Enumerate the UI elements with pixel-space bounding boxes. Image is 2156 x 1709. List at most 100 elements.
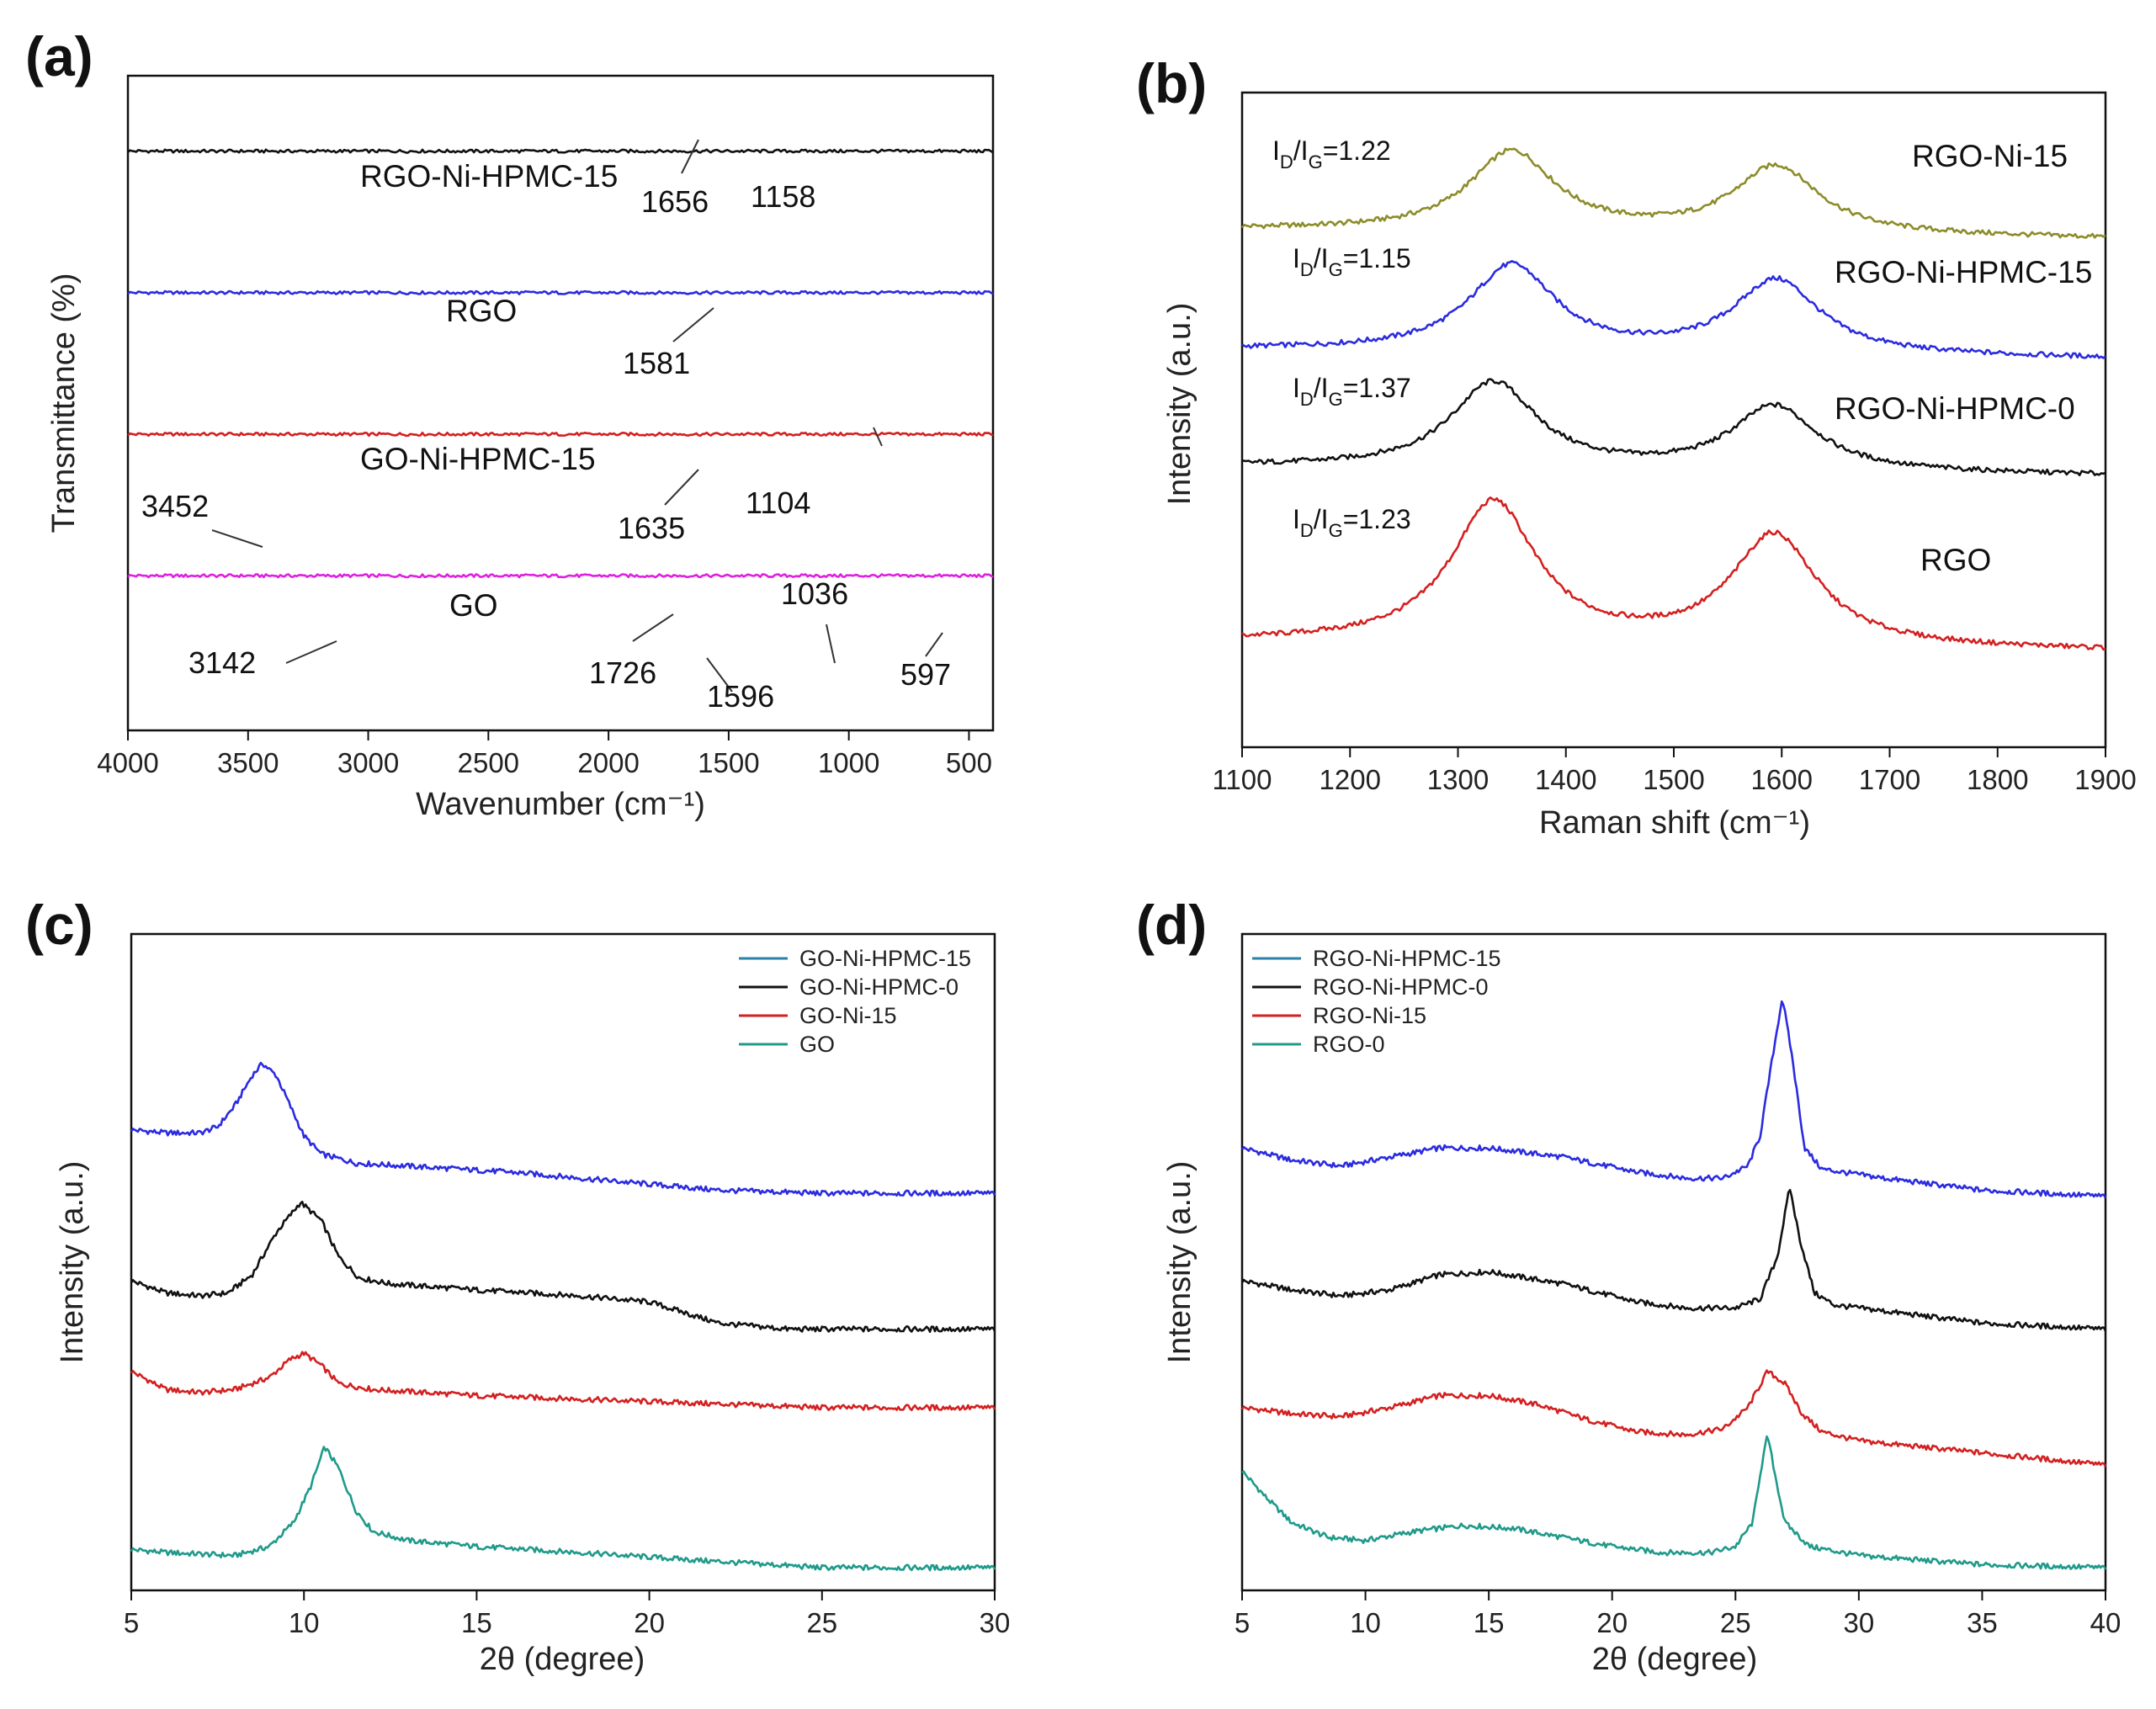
panel-b-ratio-rgo-ni-15: ID/IG=1.22 [1272,135,1391,172]
panel-a-series-go [127,573,994,579]
ratio-sub-d: D [1300,259,1314,280]
arrow-1596 [706,657,733,693]
panel-c-series-go-ni-hpmc-15 [130,1061,996,1197]
panel-b-x-tick-label: 1800 [1967,764,2028,795]
arrow-1726 [632,613,674,642]
panel-a-peak-3452: 3452 [141,489,209,523]
panel-b-series-rgo-ni-15 [1240,147,2106,239]
ratio-i: I [1293,373,1300,403]
panel-a-series-rgo [127,289,994,295]
panel-c-x-tick-label: 30 [980,1607,1011,1638]
panel-b-series-rgo-ni-hpmc-15 [1241,260,2106,359]
arrow-1635 [664,469,699,506]
ratio-sub-g: G [1309,151,1323,172]
panel-c-series-go-ni-hpmc-0 [130,1201,996,1333]
panel-d-ticks-layer: 5 10 15 20 25 30 35 40 [1235,1590,2121,1638]
panel-b-label-rgo-ni-15: RGO-Ni-15 [1912,139,2068,173]
ratio-value: 1.37 [1358,373,1410,403]
legend-entry-rgo-0: RGO-0 [1313,1032,1385,1057]
panel-a-x-axis-title: Wavenumber (cm⁻¹) [416,787,705,822]
panel-a-annotation-arrows [211,139,943,693]
ratio-value: 1.23 [1358,504,1410,534]
panel-a-peak-1596: 1596 [707,679,774,714]
arrow-1581 [672,307,714,342]
panel-d-xrd-rgo: (d) 5 10 15 20 25 30 35 40 RGO-Ni-HPMC-15RGO-Ni… [1136,894,2121,1677]
panel-c-xrd-go: (c) 5 10 15 20 25 30 GO-Ni-HPMC-15GO-Ni-HPMC-… [25,894,1010,1677]
panel-d-x-axis-title: 2θ (degree) [1592,1642,1757,1677]
panel-c-series-layer [130,1061,996,1572]
panel-a-x-tick-label: 500 [946,747,992,778]
panel-c-y-axis-title: Intensity (a.u.) [55,1161,90,1364]
panel-b-ratio-rgo-ni-hpmc-0: ID/IG=1.37 [1293,373,1411,410]
ratio-slash: /I [1314,373,1329,403]
panel-b-ratio-rgo-ni-hpmc-15: ID/IG=1.15 [1293,243,1411,280]
panel-b-series-rgo-ni-hpmc-0 [1241,378,2106,476]
panel-b-letter: (b) [1136,52,1207,114]
ratio-sub-d: D [1300,520,1314,541]
panel-b-raman: (b) 1100 1200 1300 1400 1500 1600 1700 1800 1900… [1136,52,2137,841]
panel-d-series-rgo-ni-15 [1240,1369,2107,1468]
panel-d-x-tick-label: 35 [1967,1607,1998,1638]
ratio-value: 1.15 [1358,243,1410,273]
panel-d-series-rgo-ni-hpmc-0 [1240,1188,2107,1332]
panel-a-x-tick-label: 1000 [818,747,879,778]
panel-d-x-tick-label: 30 [1843,1607,1874,1638]
legend-entry-rgo-ni-15: RGO-Ni-15 [1313,1003,1426,1028]
ratio-sub-g: G [1329,520,1343,541]
panel-a-x-tick-label: 3500 [217,747,279,778]
panel-b-ticks-layer: 1100 1200 1300 1400 1500 1600 1700 1800 1900 [1213,747,2137,795]
panel-b-ratio-rgo: ID/IG=1.23 [1293,504,1411,541]
panel-c-x-tick-label: 5 [124,1607,139,1638]
panel-d-y-axis-title: Intensity (a.u.) [1162,1161,1197,1364]
panel-a-label-go: GO [449,588,498,623]
panel-c-series-go [130,1446,996,1572]
panel-a-series-rgo-ni-hpmc-15 [127,148,994,154]
panel-b-series-layer [1240,147,2106,651]
ratio-eq: = [1343,373,1359,403]
panel-a-peak-3142: 3142 [189,645,256,680]
panel-a-label-rgo: RGO [446,294,517,328]
panel-a-x-tick-label: 2000 [577,747,639,778]
panel-c-x-tick-label: 20 [634,1607,665,1638]
ratio-sub-d: D [1300,389,1314,410]
panel-a-peak-1726: 1726 [589,655,656,690]
arrow-1036 [826,624,836,664]
panel-a-ticks-layer: 4000 3500 3000 2500 2000 1500 1000 500 [97,730,992,778]
panel-d-legend: RGO-Ni-HPMC-15 RGO-Ni-HPMC-0 RGO-Ni-15 RGO-… [1252,946,1501,1057]
panel-a-series-go-ni-hpmc-15 [127,431,994,438]
ratio-i: I [1272,135,1280,166]
panel-b-x-axis-title: Raman shift (cm⁻¹) [1539,805,1810,841]
panel-b-x-tick-label: 1500 [1643,764,1704,795]
ratio-slash: /I [1314,243,1329,273]
panel-a-peak-1158: 1158 [751,179,815,214]
panel-d-x-tick-label: 25 [1720,1607,1751,1638]
panel-a-peak-1656: 1656 [641,184,709,219]
panel-d-x-tick-label: 40 [2090,1607,2121,1638]
ratio-slash: /I [1314,504,1329,534]
panel-a-x-tick-label: 2500 [458,747,519,778]
arrow-597 [925,632,943,657]
panel-b-x-tick-label: 1200 [1320,764,1381,795]
arrow-1656 [681,139,699,174]
ratio-sub-g: G [1329,259,1343,280]
panel-c-ticks-layer: 5 10 15 20 25 30 [124,1590,1011,1638]
panel-b-series-rgo [1241,496,2106,651]
panel-a-peak-1635: 1635 [618,511,685,545]
panel-a-letter: (a) [25,25,93,88]
panel-c-x-tick-label: 10 [289,1607,320,1638]
ratio-value: 1.22 [1338,135,1390,166]
arrow-1104 [873,427,883,447]
ratio-i: I [1293,504,1300,534]
legend-entry-go-ni-15: GO-Ni-15 [799,1003,897,1028]
ratio-eq: = [1343,243,1359,273]
panel-c-x-tick-label: 25 [806,1607,837,1638]
panel-d-x-tick-label: 5 [1235,1607,1250,1638]
panel-c-letter: (c) [25,894,93,956]
panel-c-frame [130,932,996,1592]
panel-d-x-tick-label: 20 [1596,1607,1628,1638]
ratio-sub-g: G [1329,389,1343,410]
ratio-eq: = [1343,504,1359,534]
panel-b-label-rgo-ni-hpmc-15: RGO-Ni-HPMC-15 [1835,255,2092,289]
panel-d-x-tick-label: 15 [1474,1607,1505,1638]
